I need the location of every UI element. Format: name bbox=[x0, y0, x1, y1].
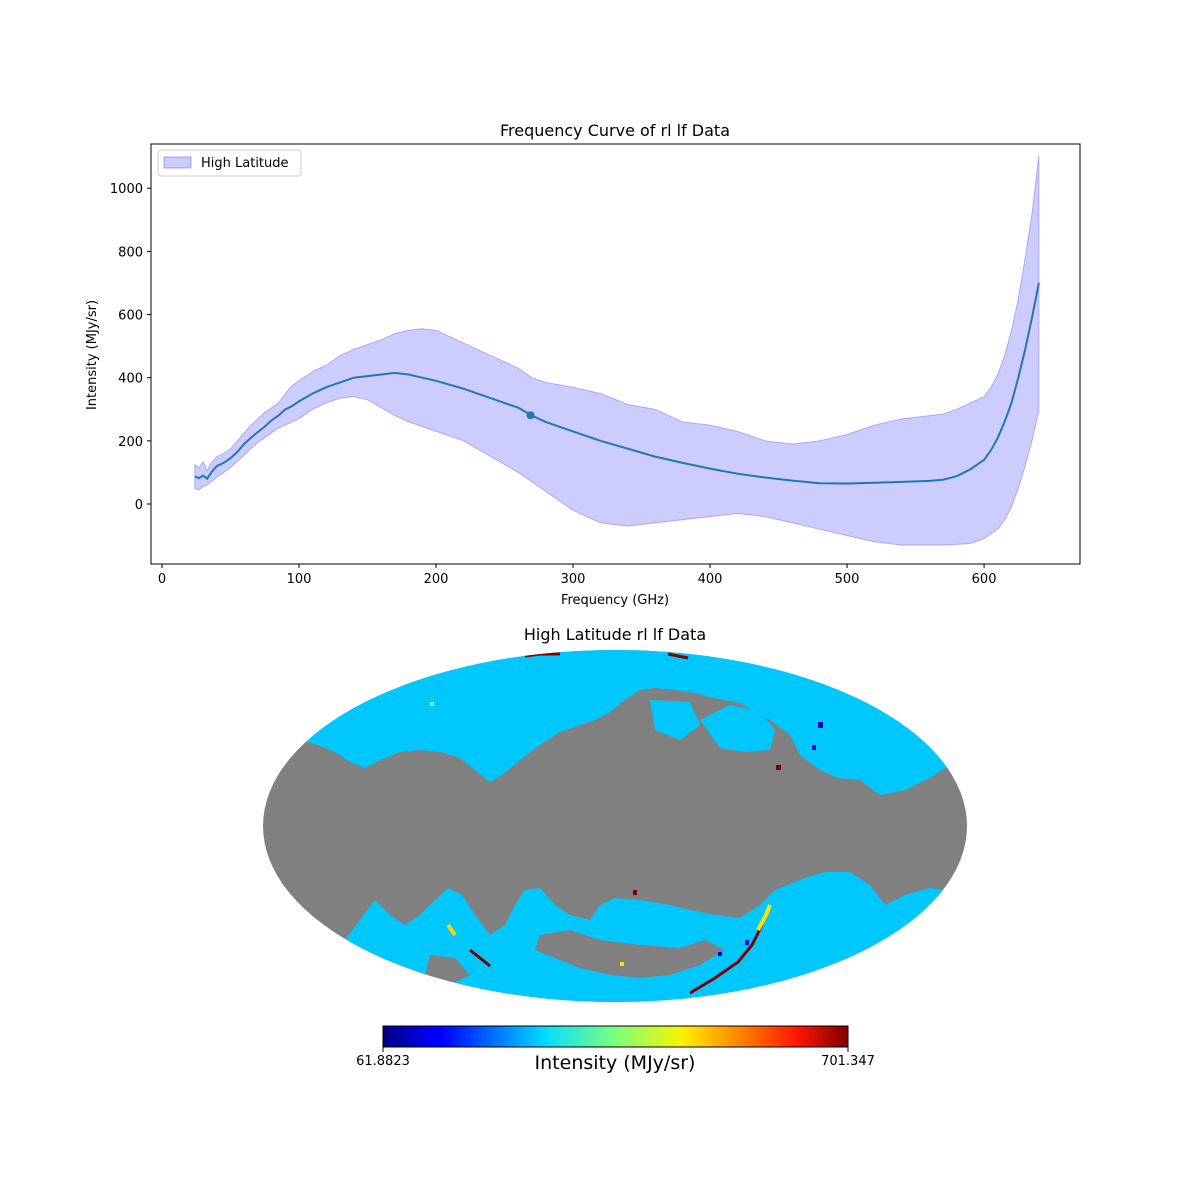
legend: High Latitude bbox=[157, 149, 302, 177]
hot-streak bbox=[689, 924, 764, 995]
northern-cap bbox=[263, 650, 967, 795]
cold-pixel bbox=[818, 722, 823, 728]
hot-streak bbox=[667, 652, 689, 660]
y-tick-label: 800 bbox=[118, 245, 143, 260]
highlight-point bbox=[526, 411, 535, 420]
high-latitude-band bbox=[194, 155, 1040, 546]
colorbar: 61.8823 701.347 Intensity (MJy/sr) bbox=[356, 1025, 875, 1074]
warm-streak bbox=[446, 923, 457, 937]
y-tick-label: 600 bbox=[118, 309, 143, 324]
chart-title: Frequency Curve of rl lf Data bbox=[500, 121, 730, 140]
unmasked-region bbox=[263, 650, 967, 1002]
y-axis-ticks: 0 200 400 600 800 1000 bbox=[110, 182, 151, 513]
warm-streak bbox=[756, 904, 772, 931]
mollweide-projection bbox=[263, 650, 967, 1002]
colorbar-max-label: 701.347 bbox=[821, 1054, 875, 1069]
y-tick-label: 0 bbox=[135, 498, 143, 513]
hot-pixel bbox=[633, 890, 637, 895]
x-tick-label: 200 bbox=[424, 572, 449, 587]
plot-frame bbox=[150, 143, 1081, 565]
sky-map: High Latitude rl lf Data bbox=[263, 625, 967, 1074]
cold-pixel bbox=[812, 745, 816, 750]
x-axis-ticks: 0 100 200 300 400 500 600 bbox=[158, 564, 997, 587]
x-tick-label: 300 bbox=[561, 572, 586, 587]
legend-frame bbox=[157, 149, 302, 177]
legend-swatch bbox=[163, 156, 192, 169]
northern-patch bbox=[650, 700, 700, 740]
x-tick-label: 100 bbox=[287, 572, 312, 587]
map-title: High Latitude rl lf Data bbox=[524, 625, 706, 644]
cold-pixel bbox=[745, 940, 749, 945]
colorbar-gradient bbox=[382, 1025, 849, 1048]
y-tick-label: 1000 bbox=[110, 182, 143, 197]
southern-gap bbox=[425, 955, 470, 985]
x-tick-label: 400 bbox=[698, 572, 723, 587]
mean-intensity-line bbox=[194, 282, 1040, 485]
x-tick-label: 500 bbox=[835, 572, 860, 587]
southern-gap bbox=[535, 930, 725, 978]
warm-pixel bbox=[620, 962, 624, 966]
legend-label: High Latitude bbox=[201, 156, 289, 171]
x-tick-label: 0 bbox=[158, 572, 166, 587]
hot-pixel bbox=[776, 765, 781, 770]
y-tick-label: 400 bbox=[118, 372, 143, 387]
colorbar-min-label: 61.8823 bbox=[356, 1054, 410, 1069]
x-axis-label: Frequency (GHz) bbox=[561, 593, 669, 608]
warm-pixel bbox=[430, 702, 434, 706]
x-tick-label: 600 bbox=[972, 572, 997, 587]
northern-arc bbox=[785, 680, 825, 748]
northern-patch bbox=[700, 705, 775, 752]
y-axis-label: Intensity (MJy/sr) bbox=[85, 300, 100, 410]
cold-pixel bbox=[718, 952, 722, 956]
y-tick-label: 200 bbox=[118, 435, 143, 450]
hot-streak bbox=[469, 948, 491, 968]
colorbar-label: Intensity (MJy/sr) bbox=[535, 1052, 696, 1074]
frequency-curve-chart: Frequency Curve of rl lf Data 0 100 200 300… bbox=[85, 121, 1081, 608]
